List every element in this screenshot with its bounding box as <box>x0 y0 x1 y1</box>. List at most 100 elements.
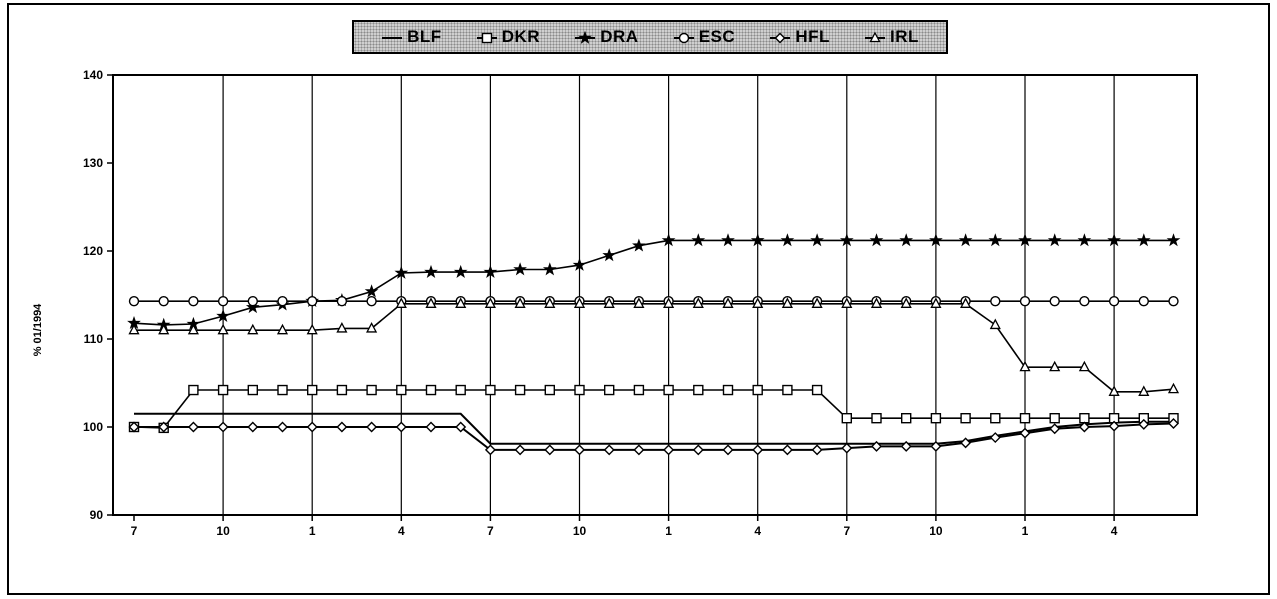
data-point <box>960 413 971 424</box>
data-point <box>752 444 764 456</box>
data-point <box>128 295 140 307</box>
data-point <box>603 297 615 308</box>
data-point <box>988 233 1003 247</box>
data-point <box>603 444 615 456</box>
y-axis-ticks: 90 100 110 120 130 140 <box>83 68 113 522</box>
data-point <box>544 444 556 456</box>
data-point <box>366 322 378 333</box>
legend-marker <box>578 30 593 44</box>
legend-marker-diamond-icon <box>770 32 791 44</box>
data-point <box>900 440 912 452</box>
data-point <box>336 421 348 433</box>
data-point <box>128 323 140 335</box>
legend-marker-triangle-icon <box>865 31 886 43</box>
y-tick-label: 100 <box>83 420 103 434</box>
legend-item-dra: DRA <box>574 27 638 47</box>
data-point <box>1049 423 1061 435</box>
series-line-hfl <box>134 422 1174 451</box>
data-point <box>632 238 646 252</box>
data-point <box>1079 413 1090 424</box>
x-tick-label: 4 <box>754 524 761 538</box>
data-point <box>158 323 170 335</box>
data-point <box>1078 421 1090 433</box>
data-point <box>810 233 824 247</box>
legend-item-esc: ESC <box>673 27 735 47</box>
data-point <box>1167 382 1180 394</box>
data-point <box>247 295 259 307</box>
y-tick-label: 110 <box>84 332 104 346</box>
data-point <box>782 384 793 396</box>
data-point <box>929 233 943 247</box>
data-point <box>1078 360 1090 372</box>
data-point <box>217 323 229 335</box>
data-point <box>455 384 466 396</box>
data-point <box>663 444 675 456</box>
series-hfl <box>128 417 1179 456</box>
data-point <box>871 440 882 452</box>
legend-item-irl: IRL <box>864 27 919 47</box>
data-point <box>869 233 884 247</box>
data-point <box>693 384 704 396</box>
data-point <box>1077 233 1092 247</box>
data-point <box>900 297 912 308</box>
data-point <box>1108 420 1120 432</box>
data-point <box>483 264 498 278</box>
data-point <box>336 295 348 307</box>
data-point <box>455 421 467 433</box>
data-point <box>1136 233 1151 247</box>
data-point <box>455 297 467 308</box>
y-tick-label: 130 <box>83 156 103 170</box>
data-point <box>514 444 526 456</box>
data-point <box>1168 417 1179 429</box>
data-point <box>930 440 942 452</box>
data-point <box>1138 418 1150 430</box>
data-point <box>485 384 496 396</box>
data-point <box>513 262 527 276</box>
data-point <box>721 233 735 247</box>
data-point <box>811 444 823 456</box>
data-point <box>187 323 199 335</box>
x-tick-label: 1 <box>1022 524 1029 538</box>
data-point <box>453 264 468 278</box>
data-point <box>930 413 942 424</box>
data-point <box>574 444 585 456</box>
data-point <box>1049 413 1060 424</box>
series-irl <box>128 297 1180 396</box>
legend-label: ESC <box>698 27 736 46</box>
data-point <box>1107 233 1121 247</box>
plot-area <box>112 74 1198 516</box>
data-point <box>336 322 348 333</box>
series-line-dra <box>133 239 1174 326</box>
data-point <box>1019 295 1031 307</box>
data-point <box>188 384 199 396</box>
data-point <box>1108 385 1120 396</box>
data-point <box>990 413 1001 424</box>
data-point <box>188 295 199 307</box>
data-point <box>1079 295 1090 307</box>
data-point <box>276 323 289 335</box>
data-point <box>661 233 676 247</box>
y-tick-label: 120 <box>83 244 103 258</box>
data-point <box>604 384 615 396</box>
y-axis-label: % 01/1994 <box>32 303 44 356</box>
data-point <box>574 384 585 396</box>
x-tick-label: 7 <box>131 524 138 538</box>
legend-item-blf: BLF <box>381 27 442 47</box>
legend-item-hfl: HFL <box>769 27 830 47</box>
data-point <box>990 295 1001 307</box>
data-point <box>395 421 407 433</box>
data-point <box>306 323 318 335</box>
data-point <box>424 264 438 278</box>
data-point <box>396 384 407 396</box>
data-point <box>871 413 882 424</box>
data-point <box>958 233 973 247</box>
x-tick-label: 7 <box>843 524 850 538</box>
data-point <box>899 233 914 247</box>
data-point <box>1168 295 1179 307</box>
data-point <box>277 295 288 307</box>
data-point <box>811 384 823 396</box>
grid <box>222 75 1115 515</box>
series-blf <box>134 412 1174 445</box>
data-point <box>394 265 409 279</box>
